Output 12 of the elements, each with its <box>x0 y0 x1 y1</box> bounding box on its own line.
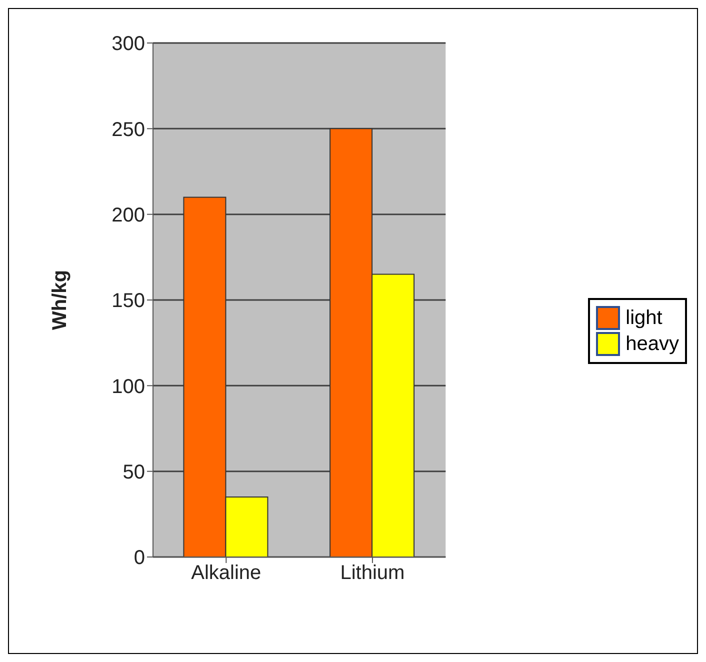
y-tick-label: 200 <box>112 204 145 226</box>
x-tick-label: Lithium <box>340 562 405 584</box>
legend-label: light <box>626 306 662 330</box>
x-tick-label: Alkaline <box>191 562 262 584</box>
y-tick-label: 250 <box>112 118 145 141</box>
y-tick-label: 50 <box>122 461 145 484</box>
y-axis-title: Wh/kg <box>49 270 72 330</box>
y-tick-label: 300 <box>112 33 145 56</box>
legend-label: heavy <box>626 332 679 356</box>
y-tick-label: 150 <box>112 290 145 312</box>
y-tick-label: 0 <box>134 547 145 570</box>
y-tick-label: 100 <box>112 376 145 398</box>
